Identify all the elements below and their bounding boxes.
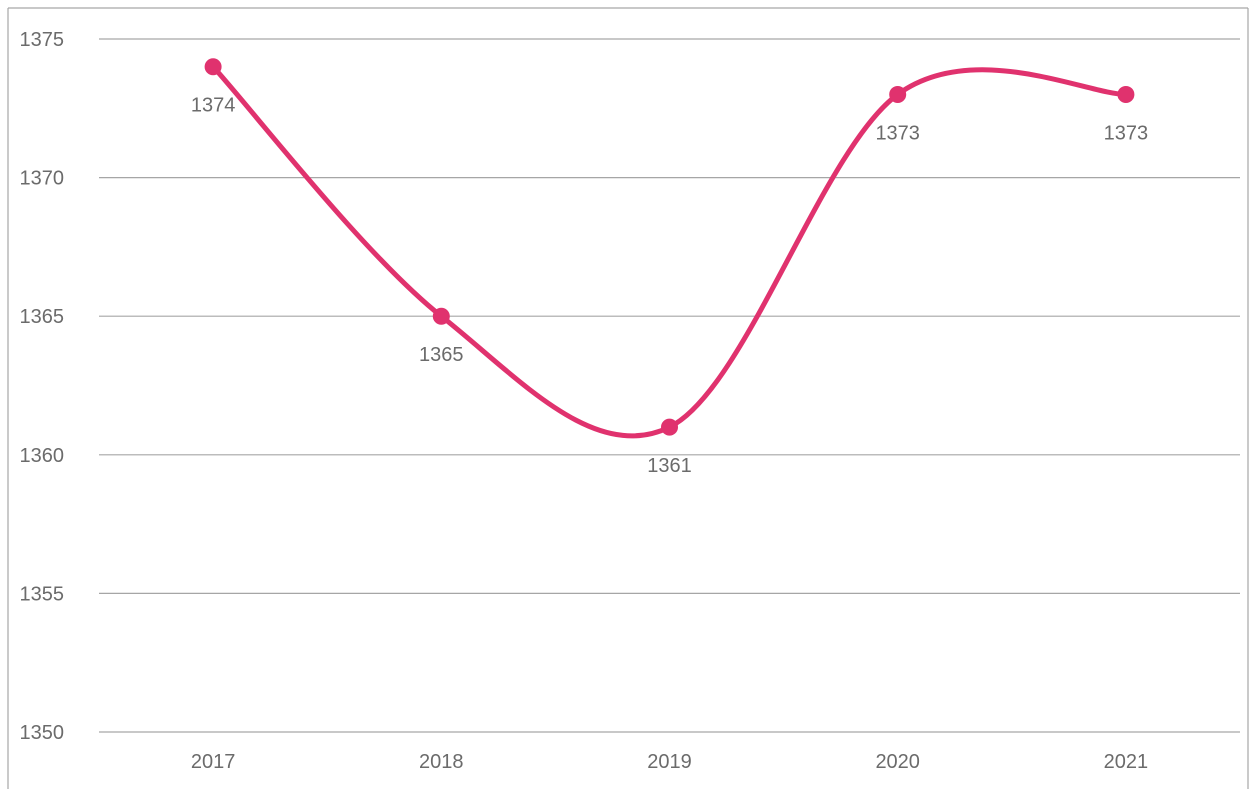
x-tick-label: 2019 — [647, 751, 692, 773]
data-point-marker — [432, 307, 450, 325]
data-markers — [204, 58, 1135, 436]
data-labels: 1374 1365 1361 1373 1373 — [191, 95, 1148, 477]
y-axis-tick-labels: 1350 1355 1360 1365 1370 1375 — [20, 29, 65, 744]
data-label: 1373 — [1104, 122, 1149, 144]
y-tick-label: 1350 — [20, 722, 65, 744]
x-axis-tick-labels: 2017 2018 2019 2020 2021 — [191, 751, 1148, 773]
x-tick-label: 2020 — [875, 751, 920, 773]
x-tick-label: 2021 — [1104, 751, 1149, 773]
data-point-marker — [661, 418, 678, 436]
data-label: 1365 — [419, 344, 464, 366]
x-tick-label: 2017 — [191, 751, 236, 773]
y-tick-label: 1365 — [20, 306, 65, 328]
series-line — [210, 64, 1129, 439]
y-tick-label: 1355 — [20, 583, 65, 605]
data-label: 1374 — [191, 95, 236, 117]
data-point-marker — [204, 58, 222, 76]
series-layer — [210, 64, 1129, 439]
data-point-marker — [1117, 85, 1135, 103]
x-tick-label: 2018 — [419, 751, 464, 773]
y-tick-label: 1370 — [20, 168, 65, 190]
data-label: 1361 — [647, 455, 692, 477]
data-point-marker — [889, 85, 907, 103]
y-tick-label: 1360 — [20, 445, 65, 467]
data-label: 1373 — [875, 122, 920, 144]
gridlines — [99, 38, 1240, 733]
chart-frame — [7, 7, 1249, 789]
y-tick-label: 1375 — [20, 29, 65, 51]
